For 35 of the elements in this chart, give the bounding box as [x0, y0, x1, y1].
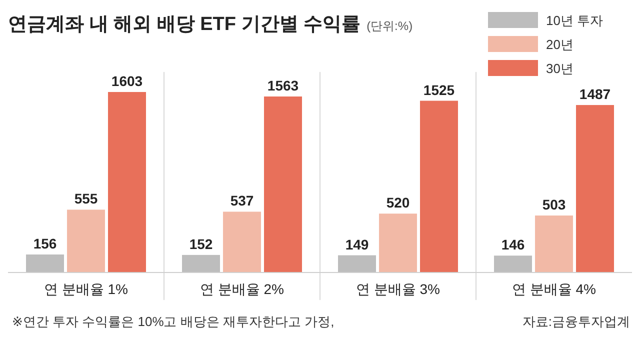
data-label: 146 [501, 236, 525, 253]
x-tick-label: 연 분배율 4% [512, 281, 596, 297]
data-label: 1487 [579, 86, 611, 102]
bar [576, 105, 614, 272]
data-label: 503 [542, 196, 566, 213]
x-tick-label: 연 분배율 2% [200, 281, 284, 297]
data-label: 537 [230, 192, 254, 209]
legend-label: 20년 [546, 37, 574, 52]
bar [264, 96, 302, 272]
chart-subtitle: (단위:%) [366, 19, 413, 33]
x-tick-label: 연 분배율 3% [356, 281, 440, 297]
data-label: 156 [33, 235, 57, 252]
bar [108, 92, 146, 272]
legend-label: 10년 투자 [546, 13, 604, 28]
bar [26, 254, 64, 272]
bar [223, 212, 261, 272]
text: 자료:금융투자업계 [522, 314, 630, 329]
data-label: 555 [74, 190, 98, 207]
bar [379, 214, 417, 272]
data-label: 149 [345, 236, 369, 252]
chart-title: 연금계좌 내 해외 배당 ETF 기간별 수익률 [8, 14, 361, 35]
bar [494, 256, 532, 272]
data-label: 1525 [423, 82, 455, 98]
data-label: 152 [189, 236, 213, 252]
bar [338, 255, 376, 272]
x-tick-label: 연 분배율 1% [44, 281, 128, 297]
legend-label: 30년 [546, 61, 574, 76]
bar [535, 216, 573, 272]
data-label: 1603 [111, 73, 143, 89]
bar [67, 210, 105, 272]
bar [182, 254, 220, 272]
data-label: 520 [386, 194, 410, 211]
bar [420, 100, 458, 272]
text: ※연간 투자 수익률은 10%고 배당은 재투자한다고 가정, [12, 314, 334, 329]
data-label: 1563 [267, 77, 299, 94]
